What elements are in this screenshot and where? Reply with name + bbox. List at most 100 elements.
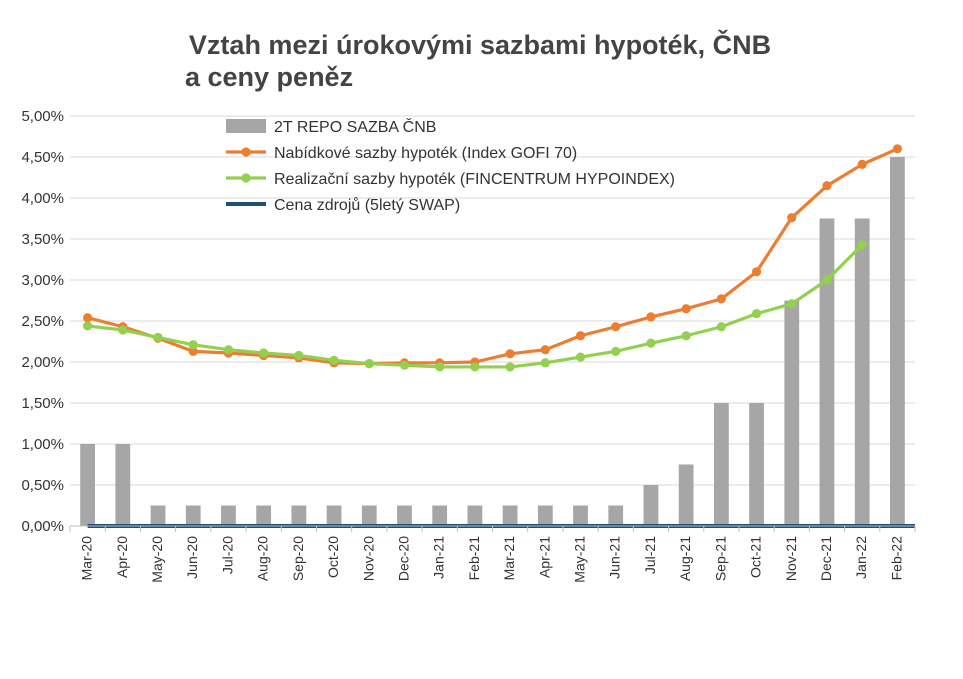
data-point [822,181,832,191]
series-line [87,243,864,369]
y-tick-label: 0,00% [21,518,64,535]
x-tick-label: Aug-21 [677,536,693,581]
legend: 2T REPO SAZBA ČNB Nabídkové sazby hypoték… [226,117,675,214]
x-tick-label: Jan-21 [431,536,447,579]
chart-title-line1: Vztah mezi úrokovými sazbami hypoték, ČN… [189,29,771,60]
bar [150,505,166,526]
bar [326,505,342,526]
data-point [540,358,550,368]
y-tick-label: 0,50% [21,477,64,494]
data-point [787,299,797,309]
data-point [611,322,621,332]
data-point [153,332,163,342]
bar [80,444,95,526]
series-line [87,147,899,366]
y-tick-label: 1,50% [21,395,64,412]
data-point [259,348,269,358]
data-point [575,352,586,362]
bar [256,505,272,526]
y-tick-label: 2,00% [21,354,64,371]
x-axis: Mar-20 Apr-20 May-20 Jun-20 Jul-20 Aug-20 Sep-… [69,525,916,583]
data-point [822,275,832,285]
data-point [470,362,480,372]
x-tick-label: Sep-21 [712,536,728,581]
data-point [892,144,902,154]
data-point [188,340,198,350]
x-tick-label: Aug-20 [255,536,271,581]
y-tick-label: 3,00% [21,272,64,289]
data-point [329,355,339,365]
data-point [294,350,304,361]
data-point [751,309,762,319]
data-point [435,362,445,372]
bar [784,300,800,526]
bar [361,505,377,526]
bar [537,505,553,526]
x-tick-label: Apr-20 [114,536,130,578]
data-point [857,240,867,250]
x-tick-label: Sep-20 [290,536,306,581]
y-axis: 0,00% 0,50% 1,00% 1,50% 2,00% 2,50% 3,00% 3,50%… [21,108,64,535]
bar [185,505,201,526]
data-point [364,359,374,369]
data-point [83,313,93,323]
legend-marker [241,147,251,157]
legend-label: Nabídkové sazby hypoték (Index GOFI 70) [274,145,577,162]
y-tick-label: 2,50% [21,313,64,330]
bar [643,485,659,526]
chart-title-line2: a ceny peněz [185,62,353,92]
y-tick-label: 3,50% [21,231,64,248]
data-point [681,331,691,341]
data-point [681,304,691,314]
x-tick-label: Oct-20 [325,536,341,578]
legend-label: 2T REPO SAZBA ČNB [274,117,436,136]
x-tick-label: Mar-21 [501,536,517,581]
data-point [716,322,726,332]
data-point [787,213,797,223]
bar [221,505,236,526]
bar-series [80,157,905,526]
data-point [399,360,410,370]
x-tick-label: Feb-22 [888,536,904,581]
bar [854,218,870,526]
data-point [505,349,515,359]
x-tick-label: Dec-20 [395,536,411,581]
x-tick-label: Mar-20 [79,536,95,581]
bar [713,403,729,526]
x-tick-label: Dec-21 [818,536,834,581]
y-tick-label: 5,00% [21,108,64,125]
data-point [751,267,762,277]
bar [115,444,131,526]
data-point [83,321,93,331]
data-point [611,346,621,356]
x-tick-label: Apr-21 [536,536,552,578]
x-tick-label: Oct-21 [748,536,764,578]
gridlines [70,115,915,527]
legend-swatch [226,119,266,133]
bar [502,505,518,526]
x-tick-label: May-20 [149,536,165,583]
data-point [505,362,515,372]
bar [467,505,483,526]
x-tick-label: Jun-20 [184,536,200,579]
x-tick-label: May-21 [572,536,588,583]
bar [749,403,764,526]
x-tick-label: Jul-20 [219,536,235,574]
data-point [716,294,726,304]
legend-label: Cena zdrojů (5letý SWAP) [274,196,460,214]
bar [819,218,835,526]
x-tick-label: Nov-20 [360,536,376,581]
bar [608,505,624,526]
data-point [857,159,867,169]
bar [573,505,588,526]
x-tick-label: Nov-21 [783,536,799,581]
data-point [646,312,656,322]
bar [678,464,694,526]
data-point [540,345,550,355]
data-point [118,325,128,335]
y-tick-label: 4,50% [21,149,64,166]
data-point [223,345,234,355]
x-tick-label: Feb-21 [466,536,482,581]
legend-marker [241,173,251,183]
